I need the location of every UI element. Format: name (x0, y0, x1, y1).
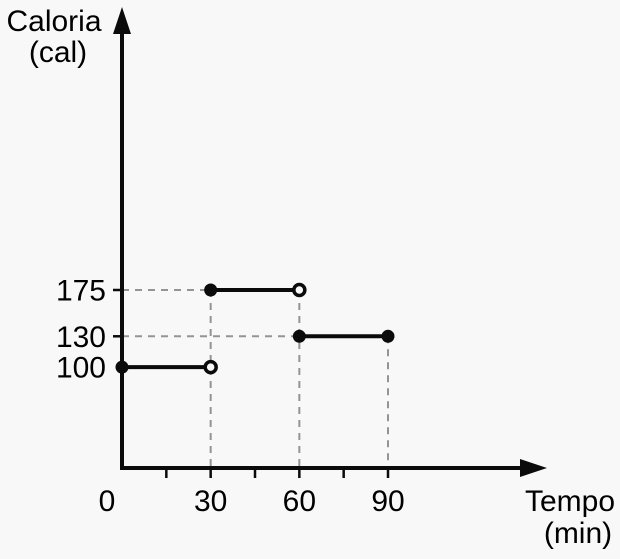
y-axis-unit: (cal) (29, 36, 87, 69)
x-axis-unit: (min) (544, 517, 612, 550)
y-tick-label: 130 (56, 321, 106, 354)
data-point-closed (292, 329, 306, 343)
x-axis-title: Tempo (525, 485, 615, 518)
axes-layer (113, 7, 547, 477)
data-point-closed (204, 283, 218, 297)
data-point-closed (381, 329, 395, 343)
x-tick-label: 0 (99, 485, 116, 518)
y-axis-title: Caloria (6, 5, 101, 38)
data-point-open (203, 359, 218, 375)
data-point-open (292, 282, 307, 298)
x-tick-label: 60 (283, 485, 316, 518)
x-tick-label: 90 (371, 485, 404, 518)
y-tick-label: 100 (56, 352, 106, 385)
y-tick-label: 175 (56, 275, 106, 308)
x-axis-arrow-icon (520, 459, 547, 477)
x-tick-label: 30 (194, 485, 227, 518)
y-axis-arrow-icon (113, 7, 131, 34)
